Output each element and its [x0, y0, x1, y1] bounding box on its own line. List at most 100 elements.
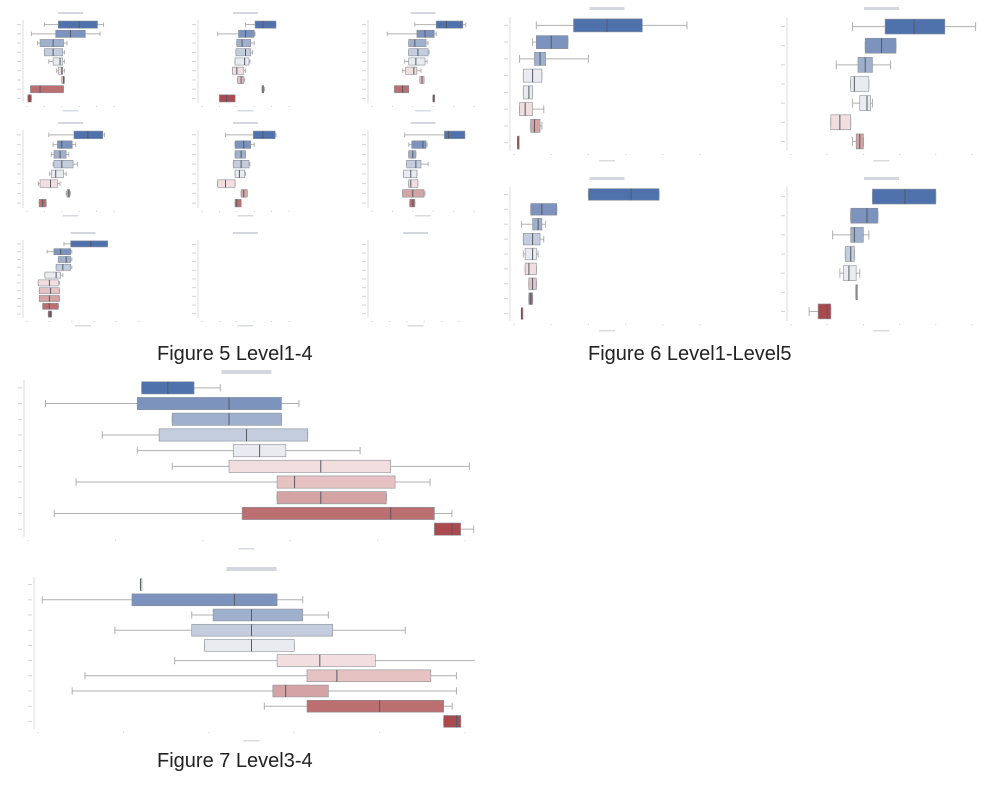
box-9 — [263, 699, 453, 713]
iqr-box — [30, 85, 64, 94]
box-6 — [519, 102, 545, 116]
y-tick-label-mark — [781, 121, 785, 123]
box-2 — [30, 29, 101, 38]
iqr-box — [530, 119, 541, 133]
y-tick-label-mark — [781, 291, 785, 293]
iqr-box — [306, 669, 432, 683]
fig5-chart-i — [350, 230, 465, 330]
y-tick-label-mark — [17, 42, 21, 44]
iqr-box — [394, 85, 410, 94]
iqr-box — [532, 218, 543, 231]
chart-title-mark — [864, 177, 899, 180]
box-1 — [43, 20, 105, 29]
y-tick-label-mark — [28, 675, 32, 677]
y-tick-label-mark — [17, 192, 21, 194]
y-tick-label-mark — [504, 283, 508, 285]
iqr-box — [44, 271, 61, 279]
box-1 — [48, 130, 105, 139]
y-tick-label-mark — [362, 243, 366, 245]
x-axis-label-mark — [873, 330, 890, 332]
y-tick-label-mark — [781, 310, 785, 312]
y-tick-label-mark — [17, 97, 21, 99]
box-4 — [522, 68, 543, 83]
iqr-box — [530, 203, 558, 216]
y-tick-label-mark — [28, 660, 32, 662]
box-5 — [522, 247, 539, 261]
fig5-chart-g — [5, 230, 145, 330]
box-2 — [52, 140, 77, 149]
iqr-box — [234, 140, 252, 149]
iqr-box — [70, 240, 108, 248]
y-tick-label-mark — [28, 599, 32, 601]
iqr-box — [131, 593, 278, 607]
box-3 — [236, 39, 255, 47]
y-tick-label-mark — [362, 269, 366, 271]
y-tick-label-mark — [781, 272, 785, 274]
y-tick-label-mark — [504, 313, 508, 315]
iqr-box — [58, 66, 63, 75]
iqr-box — [850, 227, 864, 243]
chart-title-mark — [226, 567, 277, 571]
box-1 — [871, 188, 937, 205]
iqr-box — [55, 263, 71, 271]
box-1 — [224, 130, 277, 139]
x-axis-label-mark — [415, 110, 431, 112]
y-tick-label-mark — [192, 295, 196, 297]
x-axis-label-mark — [75, 325, 91, 327]
iqr-box — [47, 310, 52, 318]
y-tick-label-mark — [192, 202, 196, 204]
iqr-box — [443, 715, 462, 728]
y-tick-label-mark — [192, 42, 196, 44]
y-tick-label-mark — [362, 33, 366, 35]
y-tick-label-mark — [781, 215, 785, 217]
iqr-box — [403, 169, 418, 178]
fig5-chart-d — [5, 120, 120, 220]
y-tick-label-mark — [17, 163, 21, 165]
y-tick-label-mark — [18, 465, 22, 467]
y-tick-label-mark — [192, 304, 196, 306]
y-tick-label-mark — [781, 64, 785, 66]
figure-7-caption: Figure 7 Level3-4 — [157, 750, 313, 772]
chart-title-mark — [221, 370, 272, 374]
y-tick-label-mark — [781, 45, 785, 47]
y-tick-label-mark — [362, 79, 366, 81]
iqr-box — [408, 179, 419, 188]
y-tick-label-mark — [504, 91, 508, 93]
chart-title-mark — [233, 12, 258, 14]
iqr-box — [817, 303, 832, 320]
box-4 — [43, 48, 65, 57]
x-axis-label-mark — [62, 110, 79, 112]
iqr-box — [42, 302, 59, 310]
y-tick-label-mark — [362, 134, 366, 136]
box-5 — [403, 169, 418, 178]
y-tick-label-mark — [28, 644, 32, 646]
box-5 — [404, 57, 428, 66]
iqr-box — [234, 150, 246, 159]
box-9 — [42, 302, 59, 310]
box-4 — [408, 48, 430, 57]
iqr-box — [416, 29, 435, 38]
y-tick-label-mark — [192, 173, 196, 175]
y-tick-label-mark — [781, 102, 785, 104]
box-7 — [528, 277, 537, 290]
box-3 — [36, 39, 68, 47]
iqr-box — [232, 66, 245, 75]
box-7 — [61, 76, 65, 84]
y-tick-label-mark — [17, 79, 21, 81]
chart-title-mark — [70, 232, 96, 234]
box-9 — [27, 94, 32, 103]
box-9 — [520, 307, 524, 320]
iqr-box — [52, 57, 63, 66]
y-tick-label-mark — [504, 223, 508, 225]
iqr-box — [402, 189, 425, 198]
iqr-box — [306, 699, 444, 713]
x-axis-label-mark — [237, 215, 254, 217]
box-3 — [171, 412, 282, 426]
y-tick-label-mark — [17, 282, 21, 284]
y-tick-label-mark — [192, 313, 196, 315]
box-3 — [50, 150, 70, 159]
y-tick-label-mark — [17, 70, 21, 72]
iqr-box — [276, 654, 376, 667]
iqr-box — [588, 188, 660, 201]
y-tick-label-mark — [192, 79, 196, 81]
